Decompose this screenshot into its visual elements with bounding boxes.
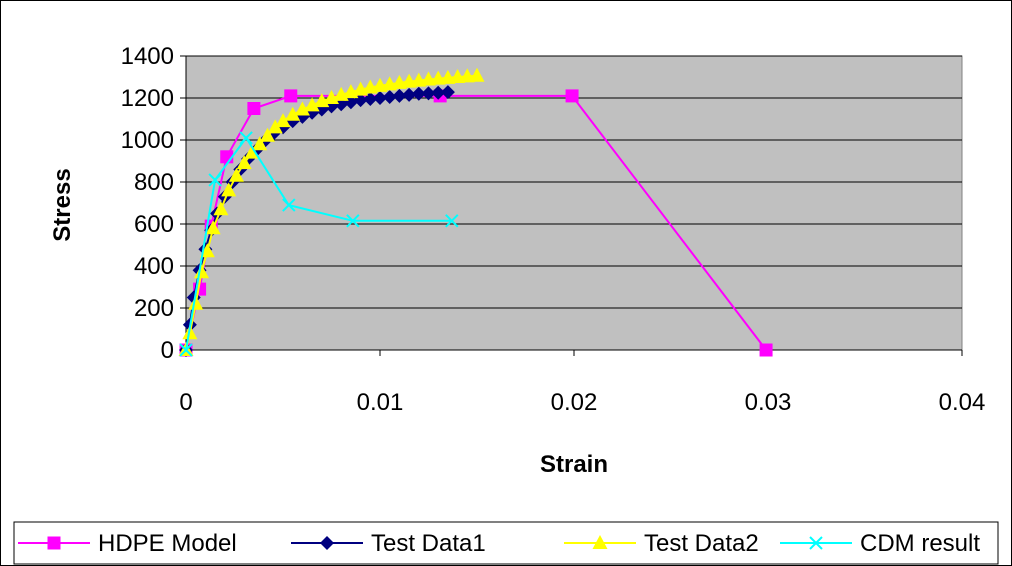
series-2-point-3	[194, 264, 210, 279]
legend-label-3: CDM result	[860, 530, 980, 557]
series-3-point-1	[208, 173, 222, 187]
grid-lines	[186, 55, 962, 309]
series-3-point-2	[239, 131, 253, 145]
series-1-point-27	[402, 87, 417, 102]
y-axis-ticks: 0 200 400 600 800 1000 1200 1400	[121, 43, 186, 364]
x-tick-label-2: 0.02	[551, 389, 598, 416]
series-3-point-4	[346, 214, 360, 228]
series-1-point-31	[440, 85, 455, 100]
legend-label-0: HDPE Model	[98, 530, 237, 557]
y-axis-title: Stress	[49, 168, 76, 241]
legend-item-0: HDPE Model	[18, 530, 237, 557]
y-tick-label-2: 400	[134, 253, 174, 280]
y-tick-label-0: 0	[161, 337, 174, 364]
legend-marker-0	[47, 536, 61, 550]
series-2-point-8	[228, 167, 244, 182]
legend: HDPE Model Test Data1 Test Data2 CDM result	[13, 521, 999, 565]
legend-marker-3	[809, 536, 823, 550]
x-tick-label-1: 0.01	[357, 389, 404, 416]
series-1-point-25	[382, 89, 397, 104]
series-1-point-24	[373, 91, 387, 105]
legend-label-2: Test Data2	[644, 530, 759, 557]
series-0-point-5	[284, 89, 298, 103]
series-2-point-14	[275, 113, 291, 128]
series-0-point-7	[565, 89, 579, 103]
series-2-point-11	[252, 136, 268, 151]
x-tick-label-4: 0.04	[939, 389, 986, 416]
series-2-point-5	[205, 220, 221, 235]
x-axis-title: Strain	[540, 451, 608, 478]
series-1-point-26	[392, 88, 407, 103]
series-line-3	[185, 136, 452, 351]
series-3	[179, 131, 459, 357]
series-1-point-29	[421, 86, 436, 101]
series-0-point-8	[759, 343, 773, 357]
y-tick-label-6: 1200	[121, 85, 174, 112]
series-3-point-5	[445, 214, 459, 228]
legend-marker-2	[592, 535, 608, 549]
series-2-point-13	[267, 119, 283, 134]
series-2-point-9	[236, 155, 252, 170]
series-2-point-34	[469, 67, 485, 82]
x-axis-ticks: 0 0.01 0.02 0.03 0.04	[179, 350, 985, 416]
series-2-point-15	[285, 106, 301, 121]
series-3-point-0	[179, 343, 193, 357]
y-tick-label-4: 800	[134, 169, 174, 196]
y-tick-label-7: 1400	[121, 43, 174, 70]
series-layer	[178, 67, 773, 357]
y-tick-label-5: 1000	[121, 127, 174, 154]
legend-marker-1	[320, 536, 334, 550]
series-1-point-30	[431, 85, 446, 100]
legend-item-2: Test Data2	[564, 530, 759, 557]
series-2-point-4	[199, 243, 215, 258]
y-tick-label-3: 600	[134, 211, 174, 238]
legend-label-1: Test Data1	[371, 530, 486, 557]
series-2-point-7	[221, 182, 237, 197]
series-2-point-17	[304, 97, 320, 112]
series-2-point-2	[188, 295, 204, 310]
series-2-point-6	[213, 201, 229, 216]
x-tick-label-3: 0.03	[745, 389, 792, 416]
series-2-point-16	[294, 101, 310, 116]
x-tick-label-0: 0	[179, 389, 192, 416]
legend-item-3: CDM result	[780, 530, 980, 557]
y-tick-label-1: 200	[134, 295, 174, 322]
legend-item-1: Test Data1	[291, 530, 486, 557]
series-2-point-10	[244, 144, 260, 159]
series-1-point-28	[411, 86, 426, 101]
series-0-point-4	[247, 102, 261, 115]
series-2-point-12	[259, 127, 275, 142]
series-3-point-3	[282, 198, 296, 212]
